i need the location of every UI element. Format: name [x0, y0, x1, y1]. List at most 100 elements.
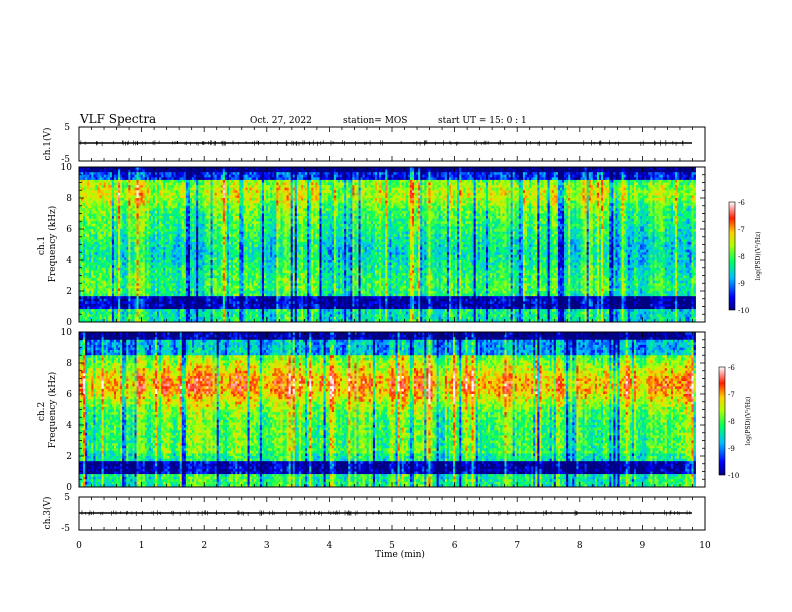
spectrogram-cell [126, 252, 128, 255]
spectrogram-cell [219, 229, 221, 232]
spectrogram-cell [85, 237, 87, 240]
spectrogram-cell [130, 291, 132, 294]
spectrogram-cell [110, 317, 112, 320]
spectrogram-cell [108, 286, 110, 289]
spectrogram-cell [182, 229, 184, 232]
spectrogram-cell [118, 314, 120, 317]
spectrogram-cell [217, 203, 219, 206]
spectrogram-cell [200, 206, 202, 209]
spectrogram-cell [178, 232, 180, 235]
spectrogram-cell [202, 307, 204, 310]
spectrogram-cell [194, 177, 196, 180]
spectrogram-cell [95, 242, 97, 245]
spectrogram-cell [145, 314, 147, 317]
spectrogram-cell [100, 195, 102, 198]
spectrogram-cell [206, 211, 208, 214]
spectrogram-cell [194, 172, 196, 175]
spectrogram-cell [143, 180, 145, 183]
spectrogram-cell [194, 216, 196, 219]
spectrogram-cell [108, 294, 110, 297]
spectrogram-cell [200, 198, 202, 201]
spectrogram-cell [196, 307, 198, 310]
spectrogram-cell [204, 309, 206, 312]
spectrogram-cell [206, 172, 208, 175]
spectrogram-cell [229, 304, 231, 307]
spectrogram-cell [176, 216, 178, 219]
spectrogram-cell [176, 172, 178, 175]
spectrogram-cell [93, 183, 95, 186]
spectrogram-cell [171, 304, 173, 307]
spectrogram-cell [95, 170, 97, 173]
spectrogram-cell [186, 257, 188, 260]
spectrogram-cell [217, 177, 219, 180]
spectrogram-cell [157, 270, 159, 273]
spectrogram-cell [180, 309, 182, 312]
spectrogram-cell [188, 276, 190, 279]
spectrogram-cell [227, 237, 229, 240]
spectrogram-cell [89, 201, 91, 204]
spectrogram-cell [188, 242, 190, 245]
spectrogram-cell [159, 299, 161, 302]
spectrogram-cell [91, 170, 93, 173]
spectrogram-cell [149, 247, 151, 250]
spectrogram-cell [128, 281, 130, 284]
spectrogram-cell [91, 224, 93, 227]
spectrogram-cell [192, 296, 194, 299]
spectrogram-cell [204, 281, 206, 284]
spectrogram-cell [223, 288, 225, 291]
spectrogram-cell [215, 291, 217, 294]
spectrogram-cell [192, 201, 194, 204]
spectrogram-cell [122, 226, 124, 229]
spectrogram-cell [102, 229, 104, 232]
spectrogram-cell [198, 198, 200, 201]
spectrogram-cell [190, 219, 192, 222]
spectrogram-cell [215, 281, 217, 284]
spectrogram-cell [118, 193, 120, 196]
spectrogram-cell [221, 252, 223, 255]
spectrogram-cell [130, 286, 132, 289]
spectrogram-cell [126, 242, 128, 245]
spectrogram-cell [126, 301, 128, 304]
spectrogram-cell [182, 245, 184, 248]
spectrogram-cell [208, 206, 210, 209]
spectrogram-cell [89, 255, 91, 258]
spectrogram-cell [186, 281, 188, 284]
spectrogram-cell [194, 278, 196, 281]
spectrogram-cell [114, 177, 116, 180]
spectrogram-cell [149, 294, 151, 297]
spectrogram-cell [106, 252, 108, 255]
spectrogram-cell [184, 211, 186, 214]
spectrogram-cell [155, 260, 157, 263]
spectrogram-cell [93, 188, 95, 191]
spectrogram-cell [239, 245, 241, 248]
spectrogram-cell [229, 170, 231, 173]
spectrogram-cell [91, 175, 93, 178]
spectrogram-cell [114, 291, 116, 294]
spectrogram-cell [112, 242, 114, 245]
spectrogram-cell [221, 208, 223, 211]
spectrogram-cell [204, 296, 206, 299]
spectrogram-cell [102, 307, 104, 310]
spectrogram-cell [180, 317, 182, 320]
spectrogram-cell [126, 291, 128, 294]
spectrogram-cell [239, 278, 241, 281]
spectrogram-cell [178, 172, 180, 175]
spectrogram-cell [206, 177, 208, 180]
spectrogram-cell [161, 281, 163, 284]
spectrogram-cell [91, 263, 93, 266]
spectrogram-cell [235, 309, 237, 312]
spectrogram-cell [147, 257, 149, 260]
spectrogram-cell [91, 270, 93, 273]
spectrogram-cell [239, 208, 241, 211]
spectrogram-cell [112, 278, 114, 281]
spectrogram-cell [213, 281, 215, 284]
spectrogram-cell [227, 216, 229, 219]
spectrogram-cell [153, 263, 155, 266]
spectrogram-cell [219, 296, 221, 299]
spectrogram-cell [225, 265, 227, 268]
spectrogram-cell [213, 257, 215, 260]
spectrogram-cell [147, 214, 149, 217]
spectrogram-cell [174, 221, 176, 224]
spectrogram-cell [198, 172, 200, 175]
spectrogram-cell [208, 221, 210, 224]
